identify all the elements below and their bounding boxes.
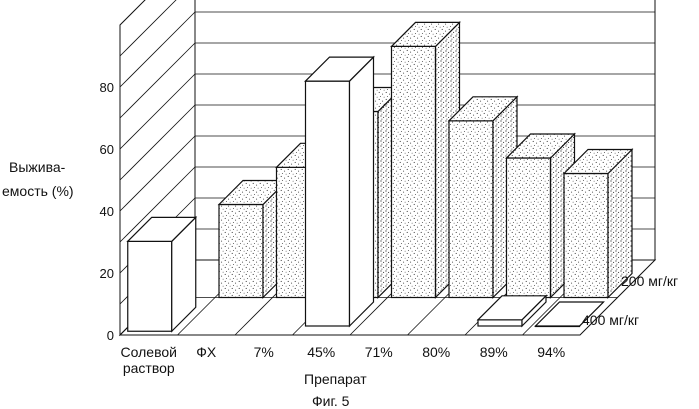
- y-tick-label: 0: [107, 328, 114, 343]
- bar-front: [128, 241, 172, 331]
- category-label: Солевой: [121, 344, 177, 360]
- y-tick-label: 80: [100, 80, 114, 95]
- legend-label-400: 400 мг/кг: [582, 312, 639, 328]
- category-label: 94%: [537, 344, 565, 360]
- y-tick-label: 20: [100, 266, 114, 281]
- y-tick-label: 60: [100, 142, 114, 157]
- gridline-left: [120, 0, 195, 56]
- gridline-left: [120, 105, 195, 180]
- y-axis-label-line1: Выжива-: [9, 159, 66, 175]
- gridline-left: [120, 12, 195, 87]
- bar-400-мг/кг-3: [306, 57, 374, 326]
- y-tick-labels: 0 20 40 60 80: [100, 80, 114, 343]
- gridline-left: [120, 74, 195, 149]
- y-axis-label-line2: емость (%): [2, 183, 74, 199]
- category-label: раствор: [123, 360, 175, 376]
- y-tick-label: 40: [100, 204, 114, 219]
- bar-control-0: [128, 217, 196, 331]
- bars: [128, 22, 632, 331]
- gridline-left: [120, 136, 195, 211]
- bar-front: [219, 205, 263, 298]
- category-label: ФХ: [196, 344, 217, 360]
- bar-front: [392, 46, 436, 297]
- bar-front: [306, 81, 350, 326]
- bar-front: [449, 121, 493, 298]
- bar-front: [478, 320, 522, 326]
- category-label: 7%: [254, 344, 274, 360]
- x-axis-label: Препарат: [304, 371, 367, 387]
- gridline-left: [120, 43, 195, 118]
- category-label: 71%: [365, 344, 393, 360]
- bar-front: [507, 158, 551, 298]
- category-label: 89%: [480, 344, 508, 360]
- legend-label-200: 200 мг/кг: [621, 273, 678, 289]
- category-label: 80%: [422, 344, 450, 360]
- category-label: 45%: [307, 344, 335, 360]
- figure-caption: Фиг. 5: [312, 393, 350, 409]
- bar-front: [564, 174, 608, 298]
- bar-side: [350, 57, 374, 326]
